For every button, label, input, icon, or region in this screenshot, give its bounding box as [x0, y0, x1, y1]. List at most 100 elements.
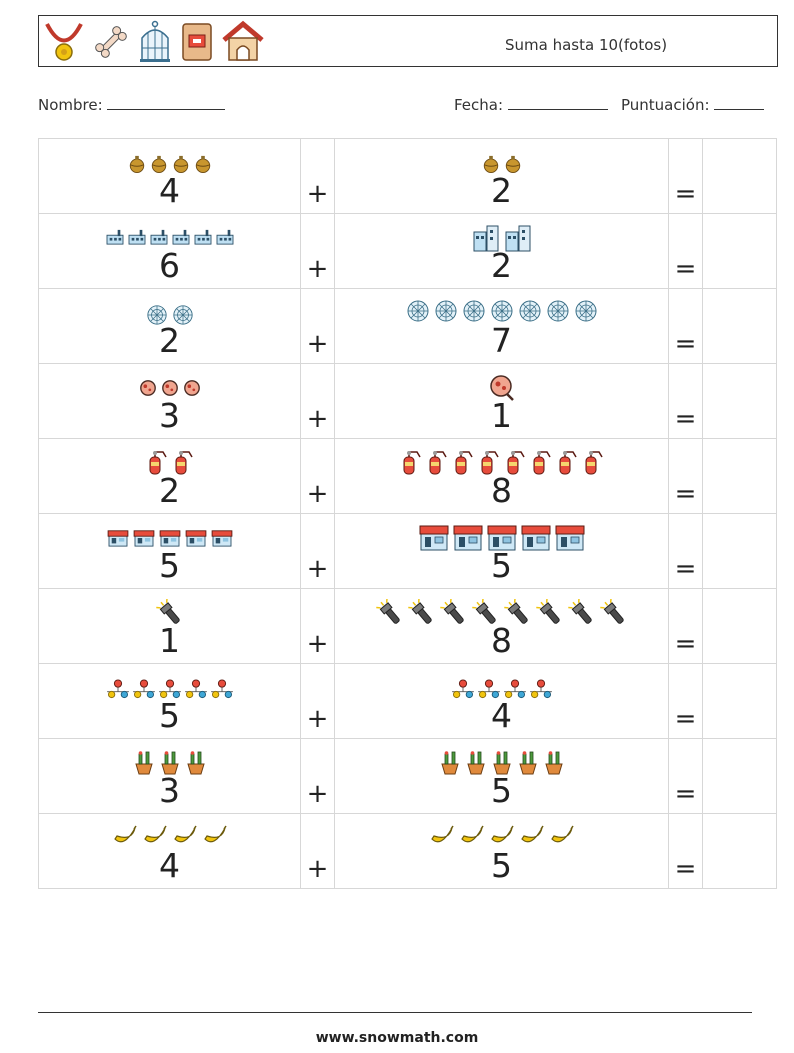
- equals-sign-cell: =: [668, 363, 703, 439]
- cactus-pot-icon: [466, 751, 485, 775]
- equals-sign: =: [674, 479, 697, 509]
- equals-sign: =: [674, 704, 697, 734]
- answer-cell[interactable]: [702, 513, 777, 589]
- addend-a-cell: 5: [38, 663, 301, 739]
- network-icon: [529, 679, 552, 699]
- banana-icon: [430, 825, 454, 843]
- spiderweb-icon: [519, 300, 540, 322]
- fire-extinguisher-icon: [175, 451, 193, 475]
- equals-sign-cell: =: [668, 513, 703, 589]
- answer-cell[interactable]: [702, 813, 777, 889]
- plus-sign-cell: +: [300, 288, 335, 364]
- addend-number: 7: [491, 321, 512, 360]
- shop-icon: [419, 525, 448, 551]
- ornament-icon: [151, 155, 166, 173]
- spiderweb-icon: [435, 300, 456, 322]
- addend-a-cell: 1: [38, 588, 301, 664]
- addend-a-cell: 4: [38, 138, 301, 214]
- fire-extinguisher-icon: [403, 451, 421, 475]
- plus-sign-cell: +: [300, 138, 335, 214]
- spiderweb-icon: [407, 300, 428, 322]
- plus-sign: +: [306, 479, 329, 509]
- addend-b-cell: 5: [334, 813, 669, 889]
- flashlight-icon: [439, 599, 464, 624]
- factory-icon: [194, 229, 211, 245]
- answer-cell[interactable]: [702, 213, 777, 289]
- addend-number: 8: [491, 621, 512, 660]
- banana-icon: [520, 825, 544, 843]
- answer-cell[interactable]: [702, 138, 777, 214]
- addend-number: 4: [159, 171, 180, 210]
- picture-group: [39, 599, 300, 627]
- answer-cell[interactable]: [702, 588, 777, 664]
- banana-icon: [173, 825, 197, 843]
- date-line: [507, 95, 608, 110]
- addend-number: 3: [159, 396, 180, 435]
- fire-extinguisher-icon: [481, 451, 499, 475]
- answer-cell[interactable]: [702, 663, 777, 739]
- cactus-pot-icon: [134, 751, 153, 775]
- answer-cell[interactable]: [702, 738, 777, 814]
- picture-group: [39, 379, 300, 397]
- spiderweb-icon: [172, 305, 193, 325]
- store-icon: [211, 530, 232, 547]
- header-icons: [43, 19, 265, 65]
- bone-icon: [95, 26, 127, 58]
- equals-sign-cell: =: [668, 138, 703, 214]
- store-icon: [107, 530, 128, 547]
- picture-group: [39, 749, 300, 775]
- addend-number: 2: [159, 321, 180, 360]
- addend-a-cell: 2: [38, 288, 301, 364]
- cactus-pot-icon: [186, 751, 205, 775]
- bacteria-icon: [161, 380, 178, 396]
- network-icon: [158, 679, 181, 699]
- equals-sign-cell: =: [668, 663, 703, 739]
- picture-group: [335, 299, 668, 323]
- addend-b-cell: 8: [334, 438, 669, 514]
- addend-number: 5: [159, 546, 180, 585]
- addend-number: 2: [159, 471, 180, 510]
- spiderweb-icon: [463, 300, 484, 322]
- answer-cell[interactable]: [702, 363, 777, 439]
- picture-group: [39, 679, 300, 699]
- bacteria-icon: [183, 380, 200, 396]
- store-icon: [133, 530, 154, 547]
- spiderweb-icon: [146, 305, 167, 325]
- score-field: Puntuación:: [621, 95, 765, 114]
- birdcage-icon: [140, 20, 170, 62]
- fire-extinguisher-icon: [455, 451, 473, 475]
- worksheet-title: Suma hasta 10(fotos): [505, 36, 668, 54]
- problem-row: 1 +8 =: [38, 588, 777, 664]
- addend-number: 5: [491, 546, 512, 585]
- addend-b-cell: 8: [334, 588, 669, 664]
- addend-b-cell: 2: [334, 213, 669, 289]
- factory-icon: [172, 229, 189, 245]
- plus-sign-cell: +: [300, 513, 335, 589]
- picture-group: [39, 154, 300, 174]
- answer-cell[interactable]: [702, 438, 777, 514]
- equals-sign: =: [674, 854, 697, 884]
- plus-sign: +: [306, 704, 329, 734]
- flashlight-icon: [599, 599, 624, 624]
- picture-group: [335, 374, 668, 402]
- fire-extinguisher-icon: [507, 451, 525, 475]
- equals-sign: =: [674, 779, 697, 809]
- score-label: Puntuación:: [621, 96, 710, 114]
- flashlight-icon: [503, 599, 528, 624]
- store-icon: [185, 530, 206, 547]
- ornament-icon: [505, 155, 520, 173]
- flashlight-icon: [375, 599, 400, 624]
- footer-url: www.snowmath.com: [315, 1030, 479, 1046]
- footer-divider: [38, 1012, 752, 1013]
- flashlight-icon: [471, 599, 496, 624]
- addend-number: 1: [491, 396, 512, 435]
- pet-food-icon: [182, 23, 212, 61]
- answer-cell[interactable]: [702, 288, 777, 364]
- picture-group: [39, 304, 300, 326]
- doghouse-icon: [222, 20, 264, 61]
- addend-number: 5: [491, 771, 512, 810]
- plus-sign-cell: +: [300, 738, 335, 814]
- equals-sign: =: [674, 404, 697, 434]
- equals-sign-cell: =: [668, 813, 703, 889]
- problem-row: 4 +2 =: [38, 138, 777, 214]
